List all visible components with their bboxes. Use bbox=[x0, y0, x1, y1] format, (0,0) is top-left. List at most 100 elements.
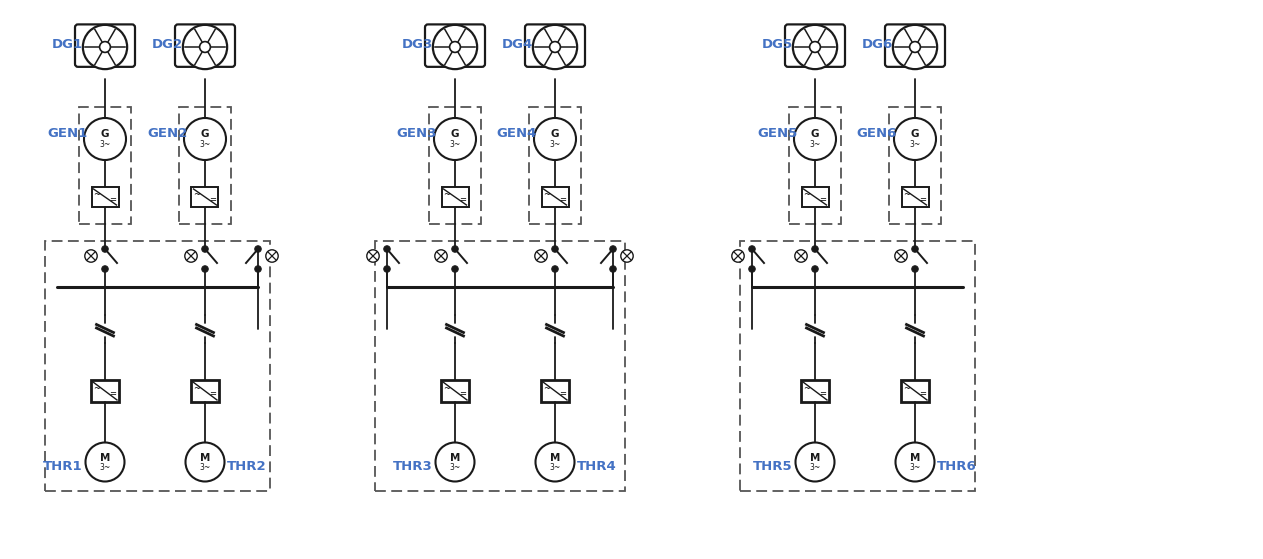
Bar bbox=[91, 187, 119, 207]
Bar bbox=[441, 380, 469, 402]
Circle shape bbox=[912, 266, 918, 272]
Circle shape bbox=[796, 443, 835, 481]
Text: =: = bbox=[818, 195, 826, 204]
Circle shape bbox=[184, 118, 226, 160]
Circle shape bbox=[366, 250, 379, 262]
Circle shape bbox=[433, 25, 477, 69]
FancyBboxPatch shape bbox=[426, 25, 485, 67]
Circle shape bbox=[812, 266, 818, 272]
Circle shape bbox=[536, 443, 575, 481]
Bar bbox=[541, 380, 570, 402]
Circle shape bbox=[912, 246, 918, 252]
Text: G: G bbox=[811, 130, 820, 140]
Circle shape bbox=[452, 246, 458, 252]
Text: G: G bbox=[451, 130, 460, 140]
Text: =: = bbox=[460, 389, 466, 398]
Circle shape bbox=[202, 246, 208, 252]
Text: G: G bbox=[201, 130, 210, 140]
Text: DG4: DG4 bbox=[501, 37, 533, 50]
Text: =: = bbox=[458, 195, 466, 204]
Text: M: M bbox=[100, 453, 110, 463]
Bar bbox=[889, 107, 941, 224]
Text: THR2: THR2 bbox=[227, 459, 266, 472]
Text: 3~: 3~ bbox=[549, 140, 561, 149]
Text: 3~: 3~ bbox=[450, 140, 461, 149]
Circle shape bbox=[610, 266, 616, 272]
Text: M: M bbox=[549, 453, 561, 463]
Bar bbox=[80, 107, 131, 224]
Text: =: = bbox=[208, 195, 216, 204]
Text: DG2: DG2 bbox=[152, 37, 183, 50]
Circle shape bbox=[384, 246, 390, 252]
Text: DG6: DG6 bbox=[861, 37, 893, 50]
Bar bbox=[442, 187, 469, 207]
Text: THR1: THR1 bbox=[43, 459, 83, 472]
Circle shape bbox=[436, 443, 475, 481]
Bar bbox=[45, 241, 270, 491]
Circle shape bbox=[200, 41, 211, 53]
Text: ~: ~ bbox=[443, 190, 450, 199]
Circle shape bbox=[812, 246, 818, 252]
FancyBboxPatch shape bbox=[176, 25, 235, 67]
FancyBboxPatch shape bbox=[885, 25, 945, 67]
Text: THR5: THR5 bbox=[753, 459, 793, 472]
Circle shape bbox=[102, 246, 109, 252]
Circle shape bbox=[909, 41, 921, 53]
Text: THR4: THR4 bbox=[577, 459, 616, 472]
Circle shape bbox=[610, 246, 616, 252]
Circle shape bbox=[794, 250, 807, 262]
Text: 3~: 3~ bbox=[810, 140, 821, 149]
Circle shape bbox=[450, 41, 461, 53]
Text: ~: ~ bbox=[803, 190, 810, 199]
Bar bbox=[375, 241, 625, 491]
Text: G: G bbox=[101, 130, 110, 140]
Circle shape bbox=[810, 41, 821, 53]
Circle shape bbox=[434, 118, 476, 160]
Circle shape bbox=[83, 25, 128, 69]
Text: =: = bbox=[560, 389, 567, 398]
Text: M: M bbox=[810, 453, 820, 463]
Bar bbox=[192, 187, 218, 207]
Text: 3~: 3~ bbox=[200, 140, 211, 149]
Text: ~: ~ bbox=[543, 190, 549, 199]
Text: DG5: DG5 bbox=[762, 37, 793, 50]
Circle shape bbox=[731, 250, 744, 262]
FancyBboxPatch shape bbox=[75, 25, 135, 67]
Circle shape bbox=[893, 25, 937, 69]
Circle shape bbox=[255, 266, 261, 272]
Bar bbox=[901, 380, 930, 402]
Text: ~: ~ bbox=[93, 384, 100, 393]
Text: 3~: 3~ bbox=[100, 140, 111, 149]
Circle shape bbox=[86, 443, 125, 481]
Circle shape bbox=[452, 266, 458, 272]
Text: =: = bbox=[109, 195, 116, 204]
Circle shape bbox=[255, 246, 261, 252]
Text: ~: ~ bbox=[903, 190, 911, 199]
Bar bbox=[902, 187, 928, 207]
Text: =: = bbox=[820, 389, 826, 398]
Text: =: = bbox=[210, 389, 216, 398]
Text: M: M bbox=[450, 453, 460, 463]
Circle shape bbox=[534, 118, 576, 160]
Circle shape bbox=[895, 443, 935, 481]
FancyBboxPatch shape bbox=[786, 25, 845, 67]
Text: M: M bbox=[200, 453, 210, 463]
Bar bbox=[529, 107, 581, 224]
Text: GEN4: GEN4 bbox=[496, 127, 537, 140]
Circle shape bbox=[533, 25, 577, 69]
Text: ~: ~ bbox=[93, 190, 100, 199]
Text: GEN5: GEN5 bbox=[757, 127, 797, 140]
Circle shape bbox=[384, 266, 390, 272]
Circle shape bbox=[793, 25, 837, 69]
Circle shape bbox=[183, 25, 227, 69]
Text: ~: ~ bbox=[193, 190, 200, 199]
Circle shape bbox=[552, 266, 558, 272]
Text: =: = bbox=[110, 389, 116, 398]
Text: ~: ~ bbox=[193, 384, 200, 393]
Text: GEN1: GEN1 bbox=[47, 127, 87, 140]
Text: G: G bbox=[911, 130, 919, 140]
Text: 3~: 3~ bbox=[810, 463, 821, 472]
Bar bbox=[542, 187, 568, 207]
Text: DG3: DG3 bbox=[402, 37, 433, 50]
Circle shape bbox=[184, 250, 197, 262]
